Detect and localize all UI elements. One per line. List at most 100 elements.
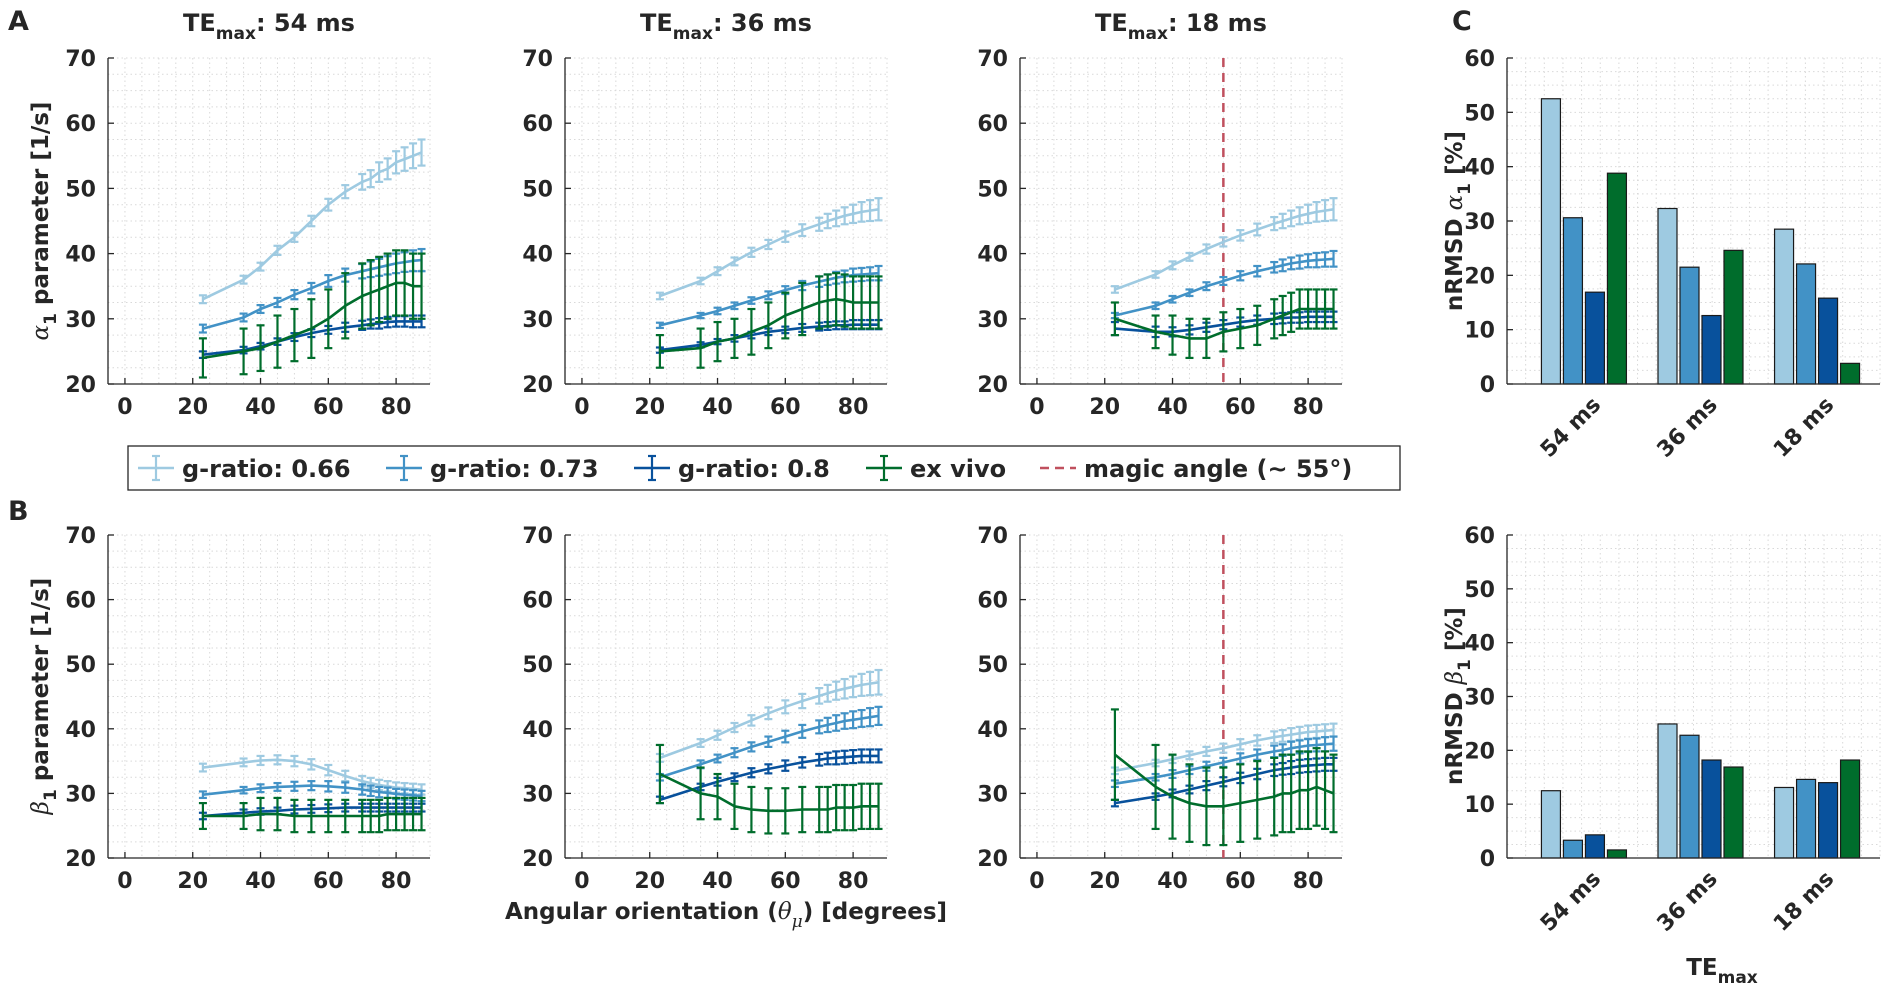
y-tick-label: 20: [522, 373, 553, 398]
x-tick-label: 20: [1089, 869, 1120, 894]
series-line-g080: [202, 806, 422, 818]
x-tick-label: 40: [1157, 395, 1188, 420]
x-axis-label: Angular orientation (θμ) [degrees]: [505, 899, 947, 932]
x-tick-label: 80: [838, 869, 869, 894]
y-tick-label: 0: [1480, 847, 1495, 872]
y-tick-label: 60: [522, 589, 553, 614]
plot-title-sub: max: [216, 24, 256, 44]
y-tick-label: 50: [65, 653, 96, 678]
panel-letter-b: B: [8, 496, 29, 527]
y-tick-label: 40: [977, 243, 1008, 268]
ylabel-text: nRMSD: [1442, 210, 1468, 311]
xlabel-text: Angular orientation (: [505, 899, 778, 925]
plot-title-main: TE: [183, 9, 216, 37]
bar-g066: [1657, 207, 1678, 385]
y-tick-label: 40: [977, 718, 1008, 743]
y-tick-label: 30: [65, 308, 96, 333]
x-tick-label: 60: [1225, 395, 1256, 420]
bar-g066: [1773, 786, 1795, 859]
y-tick-label: 20: [977, 373, 1008, 398]
x-tick-label: 0: [1029, 869, 1044, 894]
y-tick-label: 50: [977, 653, 1008, 678]
series-line-g073: [659, 271, 879, 327]
bar-g080: [1584, 291, 1606, 385]
plot-beta-36: 20 30 40 50 60 70 0 20 40 60 80: [522, 524, 888, 894]
y-tick-label: 40: [65, 243, 96, 268]
x-tick-label: 20: [634, 869, 665, 894]
y-tick-label: 20: [522, 847, 553, 872]
bar-exvivo: [1839, 759, 1861, 859]
x-tick-label: 40: [702, 869, 733, 894]
panel-letter-c: C: [1452, 6, 1472, 37]
y-tick-label: 30: [977, 308, 1008, 333]
panel-letter-a: A: [8, 6, 29, 37]
y-tick-label: 60: [1464, 524, 1495, 549]
plot-title-main: TE: [1095, 9, 1128, 37]
x-tick-label: 0: [117, 869, 132, 894]
series-line-exvivo: [659, 772, 879, 813]
y-tick-label: 10: [1464, 319, 1495, 344]
series-line-exvivo: [659, 297, 879, 353]
x-tick-label: 20: [177, 395, 208, 420]
x-tick-label: 80: [838, 395, 869, 420]
ylabel-greek: β: [28, 801, 54, 815]
series-line-g066: [202, 758, 422, 791]
ylabel-greek: α: [28, 324, 54, 340]
ylabel-text: parameter [1/s]: [28, 578, 54, 789]
y-tick-label: 60: [65, 112, 96, 137]
alpha-y-label: α1 parameter [1/s]: [28, 102, 61, 341]
series-line-exvivo: [202, 812, 422, 818]
bar-g080: [1817, 782, 1839, 859]
series-line-g073: [202, 258, 422, 330]
legend-item-g080: g-ratio: 0.8: [634, 454, 830, 483]
plot-alpha-36: 20 30 40 50 60 70 0 20 40 60 80 TEmax: 36 ms: [522, 9, 888, 420]
ylabel-text: nRMSD: [1442, 684, 1468, 785]
y-tick-label: 30: [522, 782, 553, 807]
ylabel-sub: 1: [41, 789, 61, 801]
x-tick-label: 40: [702, 395, 733, 420]
y-tick-label: 70: [522, 524, 553, 549]
plot-alpha-18: 20 30 40 50 60 70 0 20 40 60 80 TEmax: 18 ms: [977, 9, 1343, 420]
bar-exvivo: [1606, 172, 1628, 385]
x-tick-label: 0: [1029, 395, 1044, 420]
y-tick-label: 40: [1464, 156, 1495, 181]
x-tick-label: 80: [1293, 395, 1324, 420]
y-tick-label: 30: [1464, 686, 1495, 711]
bar-x-axis-label: TEmax: [1686, 955, 1758, 988]
xlabel-greek: θ: [778, 899, 792, 925]
x-tick-label: 80: [1293, 869, 1324, 894]
series-line-g073: [202, 784, 422, 798]
y-tick-label: 20: [65, 847, 96, 872]
bar-g080: [1817, 297, 1839, 385]
series-line-g073: [1114, 742, 1334, 785]
x-tick-label: 60: [313, 395, 344, 420]
bar-xlabel-main: TE: [1686, 955, 1717, 981]
series-line-g080: [1114, 315, 1334, 334]
legend-label: g-ratio: 0.73: [430, 455, 599, 483]
series-line-g080: [1114, 762, 1334, 805]
legend-item-g073: g-ratio: 0.73: [386, 454, 599, 483]
y-tick-label: 30: [1464, 210, 1495, 235]
y-tick-label: 50: [1464, 578, 1495, 603]
series-line-exvivo: [1114, 753, 1334, 808]
plot-alpha-54: 20 30 40 50 60 70 0 20 40 60 80 TEmax: 54 ms: [65, 9, 431, 420]
plot-title-rest: : 18 ms: [1168, 9, 1267, 37]
y-tick-label: 40: [522, 243, 553, 268]
y-tick-label: 60: [977, 589, 1008, 614]
x-tick-label: 20: [177, 869, 208, 894]
y-tick-label: 70: [977, 47, 1008, 72]
legend-label: ex vivo: [910, 455, 1006, 483]
ylabel-sub: 1: [1455, 183, 1475, 195]
bar-chart-nrmsd-alpha: 54 ms 36 ms 18 ms 0 10 20 30 40 50 60: [1464, 47, 1881, 463]
bar-g073: [1795, 263, 1817, 385]
xlabel-sub: μ: [792, 912, 803, 932]
bar-g073: [1562, 217, 1584, 385]
plot-title: TEmax: 36 ms: [640, 9, 812, 44]
plot-beta-54: 20 30 40 50 60 70 0 20 40 60 80: [65, 524, 431, 894]
y-tick-label: 60: [65, 589, 96, 614]
ylabel-sub: 1: [1455, 659, 1475, 671]
plot-beta-18: 20 30 40 50 60 70 0 20 40 60 80: [977, 524, 1343, 894]
x-tick-label: 60: [770, 395, 801, 420]
